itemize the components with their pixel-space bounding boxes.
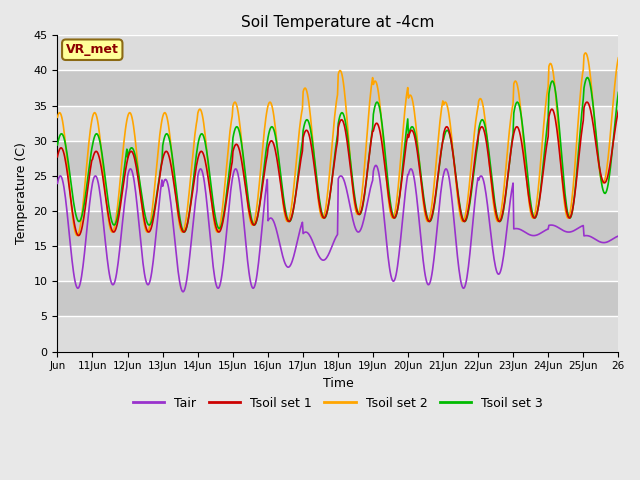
Bar	[58, 141, 618, 176]
Text: VR_met: VR_met	[66, 43, 118, 56]
Bar	[58, 36, 618, 71]
Bar	[58, 71, 618, 106]
Bar	[58, 176, 618, 211]
Y-axis label: Temperature (C): Temperature (C)	[15, 143, 28, 244]
X-axis label: Time: Time	[323, 377, 353, 390]
Bar	[58, 106, 618, 141]
Title: Soil Temperature at -4cm: Soil Temperature at -4cm	[241, 15, 435, 30]
Bar	[58, 246, 618, 281]
Legend: Tair, Tsoil set 1, Tsoil set 2, Tsoil set 3: Tair, Tsoil set 1, Tsoil set 2, Tsoil se…	[128, 392, 548, 415]
Bar	[58, 281, 618, 316]
Bar	[58, 316, 618, 351]
Bar	[58, 211, 618, 246]
